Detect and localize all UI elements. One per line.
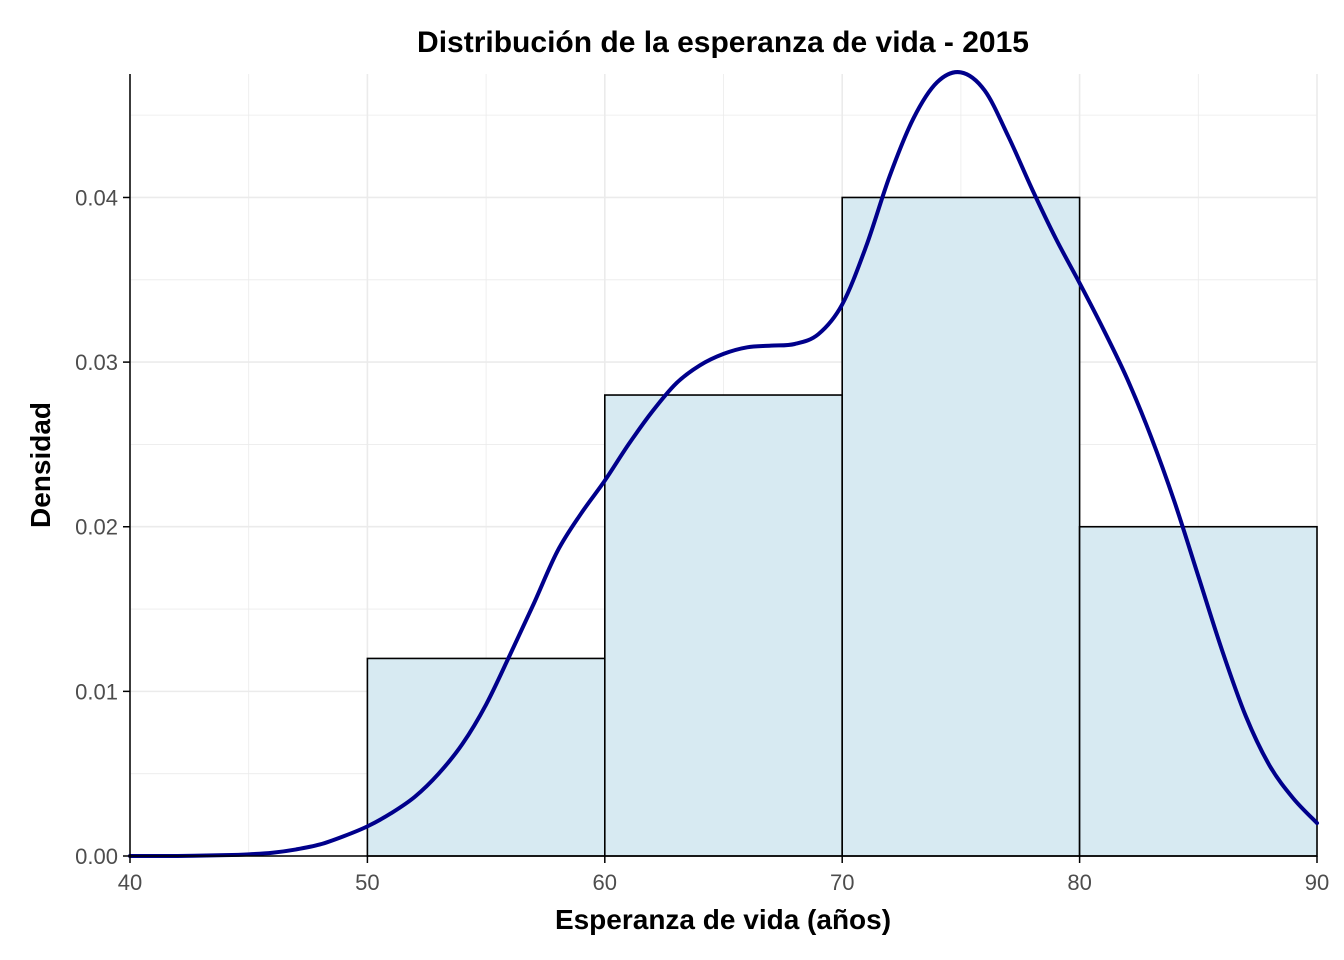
x-axis-ticks: 40 50 60 70 80 90 — [118, 856, 1329, 895]
y-tick-label: 0.03 — [75, 350, 118, 375]
x-tick-label: 60 — [593, 870, 617, 895]
x-tick-label: 70 — [830, 870, 854, 895]
plot-area: 40 50 60 70 80 90 0.00 0.01 0.02 0.03 0.04 — [75, 70, 1329, 895]
y-tick-label: 0.00 — [75, 844, 118, 869]
histogram-bar — [366, 657, 606, 857]
histogram-bar — [841, 196, 1081, 857]
y-tick-label: 0.01 — [75, 679, 118, 704]
y-axis-ticks: 0.00 0.01 0.02 0.03 0.04 — [75, 185, 130, 869]
chart-title: Distribución de la esperanza de vida - 2… — [417, 26, 1029, 59]
y-axis-title: Densidad — [25, 402, 56, 528]
x-tick-label: 50 — [355, 870, 379, 895]
y-tick-label: 0.04 — [75, 185, 118, 210]
histogram-bars — [366, 196, 1318, 857]
histogram-bar — [603, 394, 843, 857]
x-tick-label: 40 — [118, 870, 142, 895]
x-axis-title: Esperanza de vida (años) — [555, 904, 891, 935]
x-tick-label: 90 — [1305, 870, 1329, 895]
density-curve — [128, 70, 1319, 859]
x-tick-label: 80 — [1067, 870, 1091, 895]
y-tick-label: 0.02 — [75, 515, 118, 540]
